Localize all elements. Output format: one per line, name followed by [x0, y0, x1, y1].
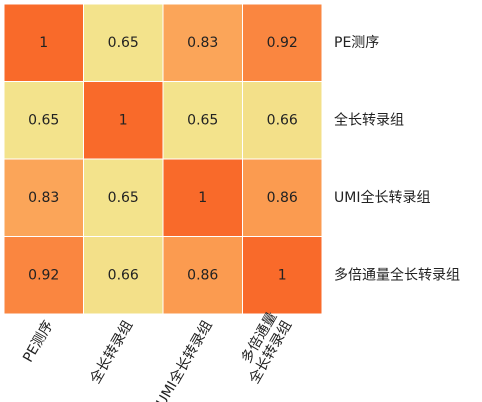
cell-label: 1: [278, 267, 287, 283]
y-tick-label: UMI全长转录组: [334, 189, 430, 206]
x-tick-label: UMI全长转录组: [153, 318, 216, 402]
heatmap-cell: [242, 81, 323, 160]
x-tick-label-line: 全长转录组: [86, 318, 136, 387]
cell-label: 0.65: [28, 112, 59, 128]
y-tick-label: 多倍通量全长转录组: [334, 266, 460, 283]
cell-label: 0.83: [187, 35, 218, 51]
x-tick-label: PE测序: [20, 318, 57, 365]
cell-label: 1: [198, 190, 207, 206]
cell-label: 1: [39, 35, 48, 51]
cell-label: 0.65: [108, 35, 139, 51]
heatmap-cell: [3, 81, 84, 160]
heatmap-cell: [83, 81, 164, 160]
cell-label: 0.65: [187, 112, 218, 128]
x-tick-label: 多倍通量全长转录组: [238, 309, 295, 387]
cell-label: 0.92: [28, 267, 59, 283]
x-tick-label-line: PE测序: [20, 318, 57, 365]
cell-label: 1: [119, 112, 128, 128]
cell-label: 0.65: [108, 190, 139, 206]
heatmap-cell: [242, 236, 323, 315]
heatmap-cell: [162, 3, 243, 82]
heatmap-cell: [242, 3, 323, 82]
x-tick-label-line: UMI全长转录组: [153, 318, 216, 402]
cell-label: 0.92: [267, 35, 298, 51]
cell-label: 0.66: [267, 112, 298, 128]
heatmap-cell: [83, 3, 164, 82]
y-tick-label: 全长转录组: [334, 111, 404, 128]
heatmap-cell: [3, 236, 84, 315]
heatmap-cell: [3, 3, 84, 82]
cell-label: 0.86: [267, 190, 298, 206]
heatmap-cell: [242, 158, 323, 237]
y-tick-label: PE测序: [334, 35, 379, 51]
heatmap-cell: [83, 158, 164, 237]
cell-label: 0.66: [108, 267, 139, 283]
cell-label: 0.86: [187, 267, 218, 283]
x-tick-label: 全长转录组: [86, 318, 136, 387]
cell-label: 0.83: [28, 190, 59, 206]
heatmap-cell: [83, 236, 164, 315]
